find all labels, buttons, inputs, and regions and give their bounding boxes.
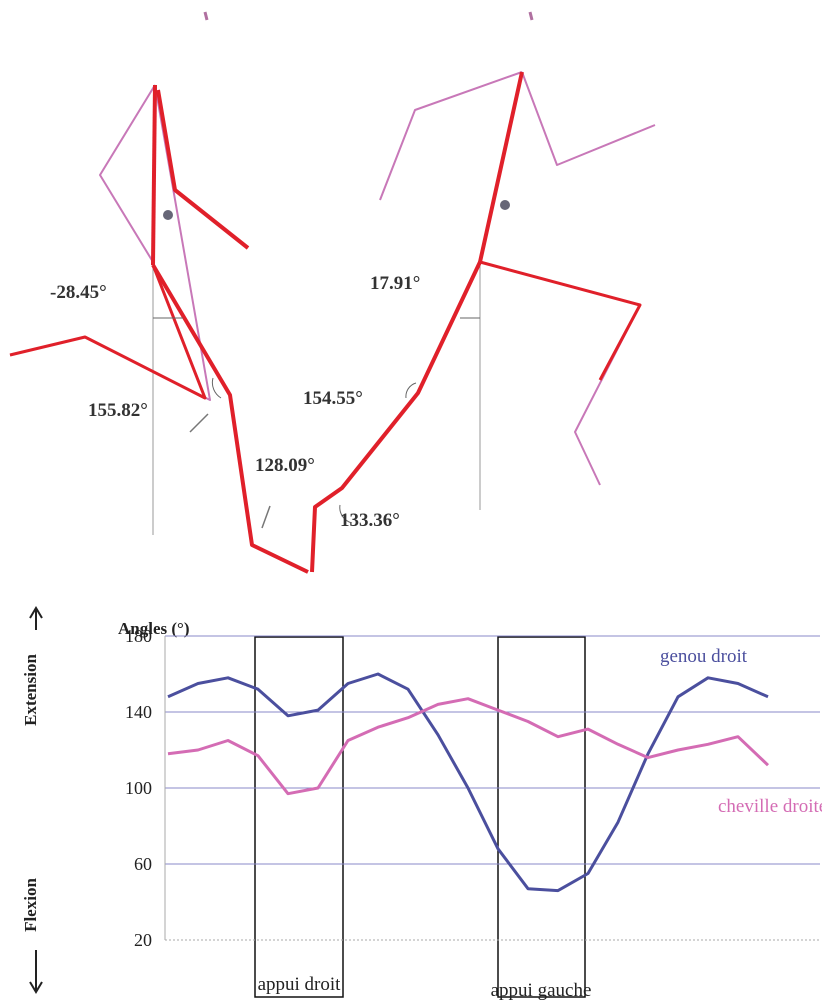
angle-label: 133.36° xyxy=(340,510,400,531)
side-label: Flexion xyxy=(21,878,40,932)
y-tick-label: 100 xyxy=(125,778,152,798)
support-box xyxy=(255,637,343,997)
y-tick-label: 180 xyxy=(125,626,152,646)
annotation: appui droit xyxy=(258,974,342,995)
series-line xyxy=(168,674,768,891)
y-tick-label: 20 xyxy=(134,930,152,950)
angle-label: 154.55° xyxy=(303,388,363,409)
legend-label: cheville droite xyxy=(718,796,822,817)
angle-label: 128.09° xyxy=(255,455,315,476)
figure: -28.45° 155.82° 128.09° 17.91° 154.55° 1… xyxy=(0,0,822,1001)
legend-label: genou droit xyxy=(660,646,748,667)
angle-label: 155.82° xyxy=(88,400,148,421)
y-tick-label: 60 xyxy=(134,854,152,874)
angle-label: -28.45° xyxy=(50,282,107,303)
series-line xyxy=(168,699,768,794)
side-label: Extension xyxy=(21,654,40,726)
support-box xyxy=(498,637,585,997)
annotation: appui gauche xyxy=(491,980,592,1001)
y-tick-label: 140 xyxy=(125,702,152,722)
stick-figures xyxy=(10,12,655,572)
angle-label: 17.91° xyxy=(370,273,420,294)
